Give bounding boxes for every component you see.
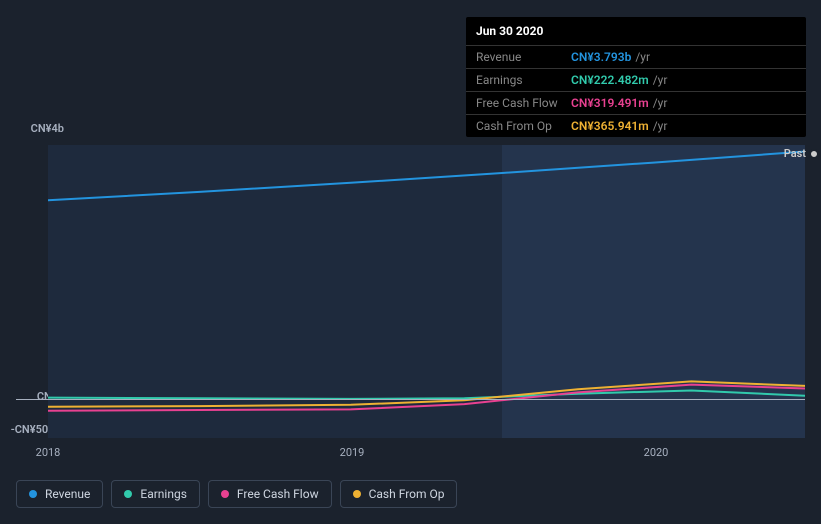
legend-dot-icon: [124, 490, 132, 498]
chart-legend: Revenue Earnings Free Cash Flow Cash From O…: [16, 480, 457, 508]
tooltip-row-label: Revenue: [476, 50, 571, 64]
data-tooltip: Jun 30 2020 RevenueCN¥3.793b/yrEarningsC…: [466, 17, 806, 137]
tooltip-date: Jun 30 2020: [466, 17, 806, 46]
tooltip-row-unit: /yr: [653, 73, 668, 87]
tooltip-row-value: CN¥319.491m: [571, 96, 649, 110]
tooltip-row-value: CN¥3.793b: [571, 50, 631, 64]
series-line: [48, 152, 805, 201]
legend-item[interactable]: Free Cash Flow: [208, 480, 332, 508]
x-axis-label: 2019: [340, 446, 365, 459]
legend-dot-icon: [221, 490, 229, 498]
tooltip-row-unit: /yr: [653, 96, 668, 110]
y-axis-label: CN¥4b: [8, 122, 64, 135]
tooltip-row-unit: /yr: [635, 50, 650, 64]
legend-dot-icon: [29, 490, 37, 498]
x-axis-label: 2018: [36, 446, 61, 459]
tooltip-row-unit: /yr: [653, 119, 668, 133]
tooltip-row: Free Cash FlowCN¥319.491m/yr: [466, 92, 806, 115]
tooltip-row: Cash From OpCN¥365.941m/yr: [466, 115, 806, 137]
tooltip-row-label: Earnings: [476, 73, 571, 87]
past-handle-icon[interactable]: [809, 149, 819, 159]
tooltip-row-value: CN¥365.941m: [571, 119, 649, 133]
chart-lines: [48, 145, 805, 438]
series-line: [48, 391, 805, 399]
past-label: Past: [784, 147, 806, 160]
chart-plot-area[interactable]: [48, 145, 805, 438]
legend-item-label: Cash From Op: [369, 487, 445, 501]
tooltip-row-label: Free Cash Flow: [476, 96, 571, 110]
zero-line: [16, 399, 805, 400]
legend-item-label: Free Cash Flow: [237, 487, 319, 501]
legend-item[interactable]: Cash From Op: [340, 480, 458, 508]
x-axis: 2018 2019 2020: [16, 446, 805, 462]
legend-item-label: Revenue: [45, 487, 90, 501]
tooltip-row: EarningsCN¥222.482m/yr: [466, 69, 806, 92]
tooltip-row: RevenueCN¥3.793b/yr: [466, 46, 806, 69]
tooltip-row-label: Cash From Op: [476, 119, 571, 133]
legend-item-label: Earnings: [140, 487, 187, 501]
tooltip-row-value: CN¥222.482m: [571, 73, 649, 87]
x-axis-label: 2020: [644, 446, 669, 459]
legend-item[interactable]: Earnings: [111, 480, 200, 508]
legend-item[interactable]: Revenue: [16, 480, 103, 508]
legend-dot-icon: [353, 490, 361, 498]
